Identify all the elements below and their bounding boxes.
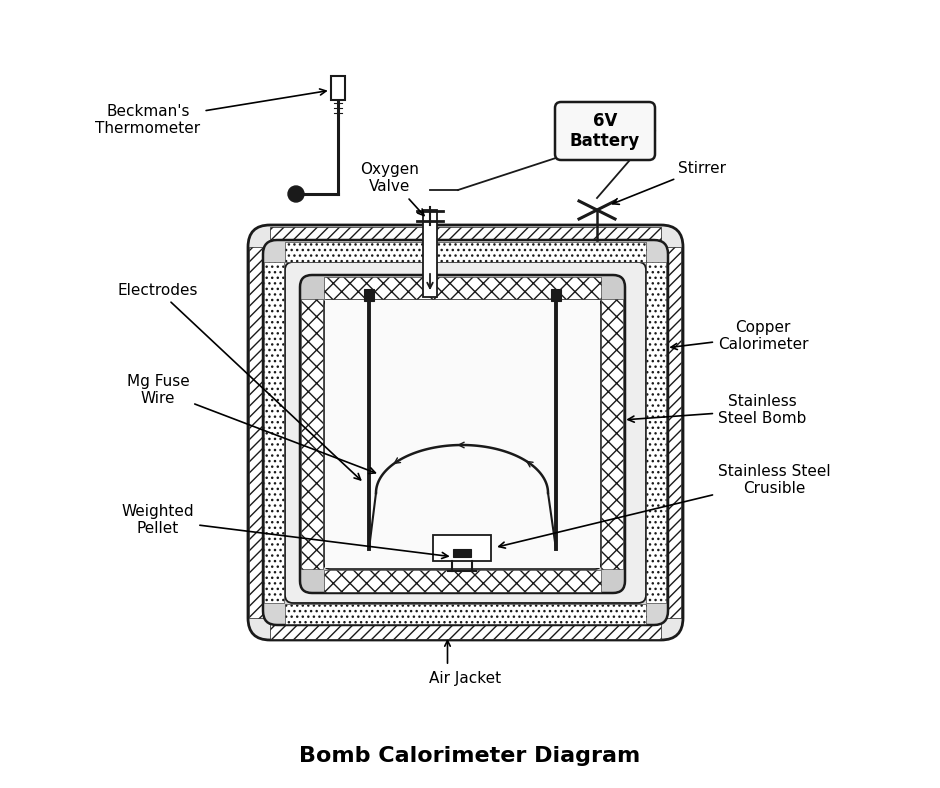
Bar [285, 604, 646, 624]
Bar [325, 300, 600, 568]
Bar [661, 247, 681, 618]
FancyBboxPatch shape [270, 247, 661, 618]
Text: Stirrer: Stirrer [613, 161, 726, 204]
Text: Beckman's
Thermometer: Beckman's Thermometer [96, 89, 326, 136]
Text: Stainless Steel
Crusible: Stainless Steel Crusible [499, 464, 831, 548]
Bar [285, 242, 646, 262]
Bar [433, 535, 491, 561]
Bar [423, 210, 437, 297]
Bar [264, 262, 284, 603]
Text: Oxygen
Valve: Oxygen Valve [361, 162, 424, 216]
Text: Bomb Calorimeter Diagram: Bomb Calorimeter Diagram [299, 746, 641, 766]
Bar [270, 619, 661, 639]
Bar [249, 247, 269, 618]
FancyBboxPatch shape [285, 262, 646, 603]
Bar [551, 289, 561, 301]
FancyBboxPatch shape [300, 275, 625, 593]
Bar [331, 76, 345, 100]
Bar [646, 262, 666, 603]
Text: Copper
Calorimeter: Copper Calorimeter [671, 320, 808, 352]
Bar [270, 227, 661, 247]
Text: Electrodes: Electrodes [118, 283, 361, 480]
Text: 6V
Battery: 6V Battery [570, 112, 640, 151]
Bar [324, 277, 601, 299]
FancyBboxPatch shape [248, 225, 683, 640]
Bar [601, 299, 623, 569]
Text: Air Jacket: Air Jacket [430, 671, 502, 686]
FancyBboxPatch shape [263, 240, 668, 625]
Bar [453, 549, 471, 557]
Bar [324, 570, 601, 592]
Text: Weighted
Pellet: Weighted Pellet [121, 504, 448, 559]
FancyBboxPatch shape [555, 102, 655, 160]
FancyBboxPatch shape [324, 299, 601, 569]
Text: Stainless
Steel Bomb: Stainless Steel Bomb [628, 394, 807, 426]
Circle shape [288, 186, 304, 202]
Bar [301, 299, 323, 569]
Bar [364, 289, 374, 301]
Text: Mg Fuse
Wire: Mg Fuse Wire [127, 374, 375, 474]
